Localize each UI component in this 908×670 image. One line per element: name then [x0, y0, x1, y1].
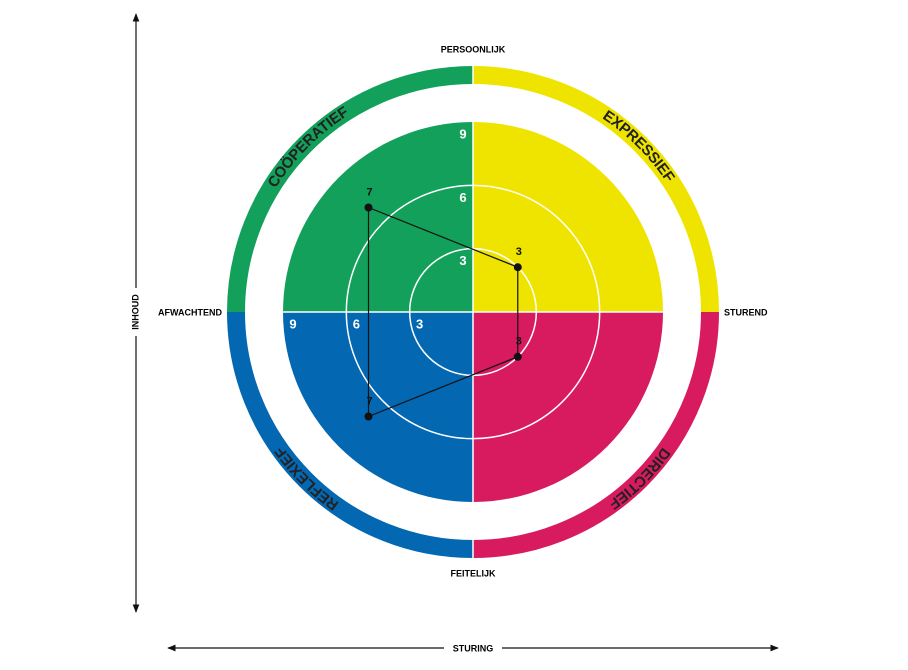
value-label: 3 [516, 336, 522, 348]
y-axis-label: INHOUD [130, 294, 140, 330]
quadrant-label-text: EXPRESSIEF [600, 107, 678, 185]
value-label: 7 [366, 186, 372, 198]
data-point [364, 412, 373, 421]
quadrant-label: COÖPERATIEF [264, 103, 351, 190]
r-tick-label: 3 [459, 253, 466, 268]
pole-label: FEITELIJK [450, 568, 496, 578]
r-tick-label: 3 [416, 316, 423, 331]
x-axis-label: STURING [453, 643, 494, 653]
ring-segment [227, 311, 474, 558]
pole-label: PERSOONLIJK [441, 44, 506, 54]
data-point [513, 352, 522, 361]
ring-segment [227, 66, 474, 313]
value-label: 3 [516, 246, 522, 258]
data-point [364, 203, 373, 212]
sector [283, 122, 473, 312]
r-tick-label: 9 [459, 126, 466, 141]
quadrant-label-text: DIRECTIEF [606, 445, 674, 513]
quadrant-label: DIRECTIEF [606, 445, 674, 513]
pole-label: STUREND [724, 307, 768, 317]
quadrant-label-text: REFLEXIEF [272, 443, 342, 513]
plot: COÖPERATIEF EXPRESSIEF DIRECTIEF REFLEXIEF 3… [227, 65, 719, 559]
grid-circle [345, 184, 601, 440]
pole-label: AFWACHTEND [158, 307, 222, 317]
sector [283, 312, 473, 502]
value-label: 7 [366, 395, 372, 407]
r-tick-label: 6 [353, 316, 360, 331]
ring-segment [472, 311, 719, 558]
r-tick-label: 9 [289, 316, 296, 331]
quadrant-label: EXPRESSIEF [600, 107, 678, 185]
r-tick-label: 6 [459, 190, 466, 205]
label-bg [444, 640, 502, 656]
quadrant-label-text: COÖPERATIEF [264, 103, 351, 190]
quadrant-label: REFLEXIEF [272, 443, 342, 513]
label-bg [128, 288, 144, 336]
ring-segment [472, 66, 719, 313]
data-point [513, 263, 522, 272]
